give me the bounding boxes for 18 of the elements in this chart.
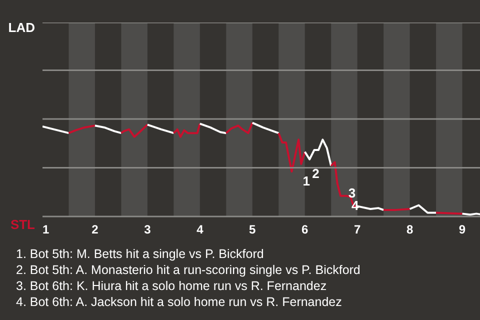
text: STL xyxy=(10,216,35,234)
text: 4. Bot 6th: A. Jackson hit a solo home run vs R. Fernandez xyxy=(16,295,342,309)
x-tick-label: 7 xyxy=(354,222,361,236)
text: 3. Bot 6th: K. Hiura hit a solo home run vs R. Fernandez xyxy=(16,279,327,293)
x-tick-label: 6 xyxy=(302,222,309,236)
text: 2. Bot 5th: A. Monasterio hit a run-scoring single vs P. Bickford xyxy=(16,263,360,277)
x-tick-label: 5 xyxy=(249,222,256,236)
x-tick-label: 8 xyxy=(406,222,414,236)
x-tick-label: 4 xyxy=(196,222,204,236)
x-tick-label: 9 xyxy=(458,222,466,236)
text: 1. Bot 5th: M. Betts hit a single vs P. Bickford xyxy=(16,247,264,261)
annotation: 3 xyxy=(348,186,356,201)
x-tick-label: 1 xyxy=(42,222,50,236)
text: LAD xyxy=(8,19,35,37)
x-tick-label: 3 xyxy=(144,222,152,236)
annotation: 1 xyxy=(302,174,310,189)
annotation: 2 xyxy=(312,166,320,182)
x-tick-label: 2 xyxy=(92,222,99,236)
